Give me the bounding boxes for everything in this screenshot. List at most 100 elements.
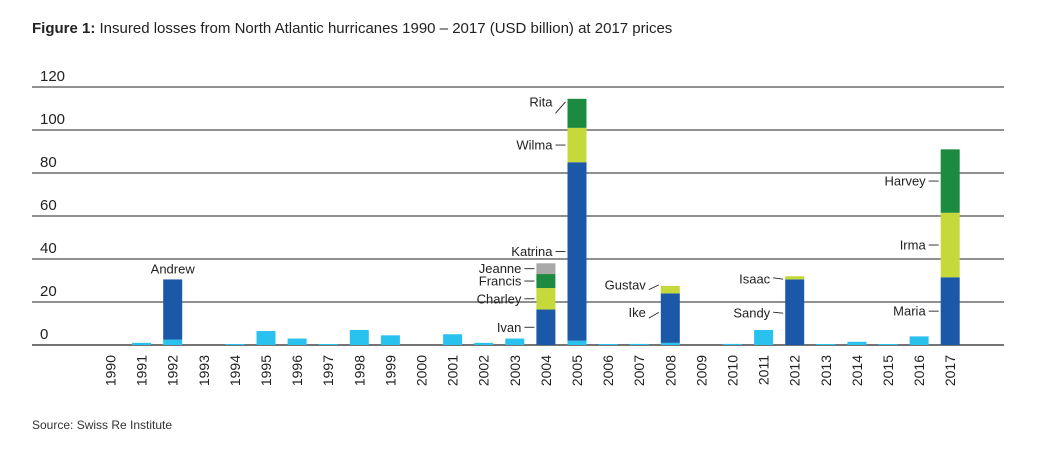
storm-label: Rita <box>529 94 553 109</box>
x-tick-label: 2003 <box>507 355 523 386</box>
bar-segment-other-1994 <box>225 344 245 345</box>
gridlines <box>32 86 1004 346</box>
x-tick-label: 2012 <box>787 355 803 386</box>
storm-label: Ike <box>628 305 645 320</box>
bar-segment-jeanne <box>536 263 556 275</box>
y-tick-label: 80 <box>40 154 57 171</box>
storm-label-leader <box>648 284 659 291</box>
x-tick-label: 1994 <box>227 355 243 386</box>
storm-label-leader <box>773 311 784 314</box>
bar-segment-gustav <box>660 285 680 294</box>
x-tick-label: 2004 <box>538 355 554 386</box>
y-tick-label: 40 <box>40 240 57 257</box>
bar-segment-other-2006 <box>598 344 618 345</box>
bar-segment-other-1999 <box>380 335 400 345</box>
x-tick-label: 1997 <box>320 355 336 386</box>
bar-segment-irma <box>940 212 960 278</box>
x-tick-label: 1999 <box>382 355 398 386</box>
x-tick-label: 1993 <box>196 355 212 386</box>
bar-segment-other-2014 <box>847 341 867 345</box>
x-tick-label: 1990 <box>103 355 119 386</box>
y-axis-ticks: 0 20 40 60 80 100 120 <box>40 68 65 343</box>
bar-segment-wilma <box>567 127 587 163</box>
bar-segment-andrew <box>163 279 183 340</box>
x-tick-label: 2002 <box>476 355 492 386</box>
bar-segment-other-2011 <box>754 329 774 345</box>
bar-segment-isaac <box>785 276 805 280</box>
y-tick-label: 100 <box>40 111 65 128</box>
x-tick-label: 1992 <box>165 355 181 386</box>
bar-segment-francis <box>536 274 556 289</box>
x-axis-ticks: 1990 1991 1992 1993 1994 1995 1996 1997 1998 1999… <box>103 355 959 386</box>
storm-label: Francis <box>479 274 522 289</box>
figure-title: Figure 1: Insured losses from North Atla… <box>32 20 672 37</box>
bar-segment-ivan <box>536 309 556 345</box>
x-tick-label: 2013 <box>818 355 834 386</box>
bar-segment-other-1992 <box>163 339 183 345</box>
y-tick-label: 0 <box>40 326 48 343</box>
bars <box>132 98 960 345</box>
bar-segment-katrina <box>567 162 587 341</box>
x-tick-label: 2006 <box>600 355 616 386</box>
bar-segment-other-2005 <box>567 340 587 345</box>
x-tick-label: 2009 <box>693 355 709 386</box>
x-tick-label: 2017 <box>942 355 958 386</box>
storm-label: Ivan <box>497 320 522 335</box>
storm-label: Isaac <box>739 272 771 287</box>
figure-title-text: Insured losses from North Atlantic hurri… <box>99 20 673 37</box>
bar-segment-other-2013 <box>816 344 836 345</box>
bar-segment-other-2015 <box>878 344 898 345</box>
storm-label: Charley <box>477 291 522 306</box>
x-tick-label: 2007 <box>631 355 647 386</box>
x-tick-label: 2008 <box>662 355 678 386</box>
y-tick-label: 120 <box>40 68 65 85</box>
y-tick-label: 60 <box>40 197 57 214</box>
figure-source: Source: Swiss Re Institute <box>32 418 173 432</box>
storm-label: Wilma <box>516 138 553 153</box>
storm-label: Gustav <box>605 277 647 292</box>
x-tick-label: 1996 <box>289 355 305 386</box>
bar-segment-sandy <box>785 279 805 345</box>
x-tick-label: 2016 <box>911 355 927 386</box>
storm-label: Irma <box>900 238 927 253</box>
x-tick-label: 1991 <box>134 355 150 386</box>
storm-label-leader <box>773 277 784 280</box>
storm-label: Jeanne <box>479 261 522 276</box>
storm-label-leader <box>648 312 660 319</box>
storm-label-leader <box>555 101 566 114</box>
bar-segment-rita <box>567 98 587 128</box>
figure-title-lead: Figure 1: <box>32 20 96 37</box>
bar-segment-other-2016 <box>909 336 929 345</box>
bar-segment-other-2002 <box>474 342 494 345</box>
x-tick-label: 1998 <box>351 355 367 386</box>
bar-segment-other-1996 <box>287 338 307 345</box>
y-tick-label: 20 <box>40 283 57 300</box>
bar-segment-harvey <box>940 149 960 213</box>
x-tick-label: 2011 <box>756 355 772 385</box>
storm-label: Katrina <box>511 244 553 259</box>
x-tick-label: 2010 <box>725 355 741 386</box>
storm-label: Harvey <box>885 174 927 189</box>
x-tick-label: 1995 <box>258 355 274 386</box>
bar-segment-other-1998 <box>349 329 369 345</box>
storm-label: Maria <box>893 304 926 319</box>
bar-segment-other-2007 <box>629 343 649 345</box>
bar-segment-other-2010 <box>723 343 742 345</box>
bar-segment-charley <box>536 288 556 310</box>
x-tick-label: 2014 <box>849 355 865 386</box>
storm-label: Sandy <box>733 306 770 321</box>
bar-segment-other-2008 <box>660 342 680 345</box>
bar-segment-other-1991 <box>132 342 152 345</box>
storm-label: Andrew <box>151 261 196 276</box>
bar-segment-other-1995 <box>256 331 276 345</box>
bar-segment-ike <box>660 293 680 343</box>
x-tick-label: 2000 <box>414 355 430 386</box>
x-tick-label: 2005 <box>569 355 585 386</box>
x-tick-label: 2015 <box>880 355 896 386</box>
bar-segment-other-2001 <box>443 334 463 345</box>
bar-segment-other-2003 <box>505 338 525 345</box>
bar-segment-other-1997 <box>318 344 338 345</box>
x-tick-label: 2001 <box>445 355 461 386</box>
